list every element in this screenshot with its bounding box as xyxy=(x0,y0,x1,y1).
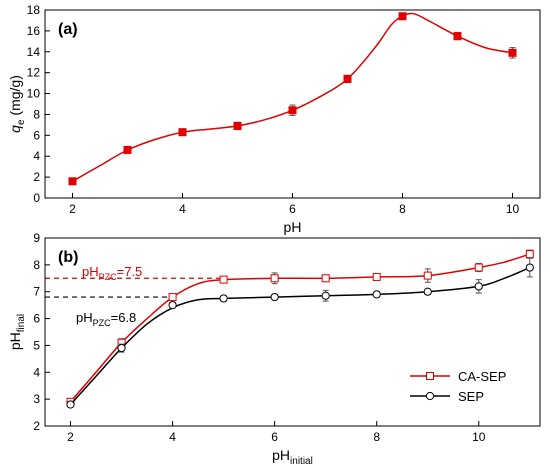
pzc-annotation-main: pH xyxy=(76,310,93,325)
panel-b-x-axis-label-main: pH xyxy=(272,447,290,463)
sep-series-point xyxy=(219,294,228,303)
panel-b-series xyxy=(66,249,534,409)
panel-a-series-point xyxy=(508,48,517,57)
sep-series-point xyxy=(117,344,126,353)
sep-series-point xyxy=(168,301,177,310)
ca-sep-series-point xyxy=(219,275,228,284)
panel-a-series-point xyxy=(233,121,242,130)
panel-b-y-tick-label: 8 xyxy=(33,258,40,272)
sep-series-point xyxy=(372,290,381,299)
panel-a-series-point xyxy=(453,32,462,41)
legend-marker xyxy=(426,372,434,380)
panel-b-legend: CA-SEP SEP xyxy=(410,369,506,404)
panel-b-y-tick-label: 3 xyxy=(33,392,40,406)
panel-a-ticks: 2 4 6 8 10 0 2 4 6 8 10 12 14 16 18 xyxy=(27,3,520,216)
panel-a-y-axis-label: qe (mg/g) xyxy=(7,75,27,133)
panel-a-y-tick-label: 10 xyxy=(27,87,41,101)
panel-a-series-point xyxy=(288,106,297,115)
panel-a-frame xyxy=(44,9,541,199)
pzc-annotation-value: =7.5 xyxy=(117,264,143,279)
panel-a: 2 4 6 8 10 0 2 4 6 8 10 12 14 16 18 (a) pH qe (mg/g) xyxy=(7,3,541,235)
panel-b-y-tick-label: 2 xyxy=(33,419,40,433)
panel-a-x-tick-label: 2 xyxy=(69,202,76,216)
pzc-annotation-main: pH xyxy=(82,264,99,279)
panel-b-label: (b) xyxy=(58,249,78,266)
ca-sep-series-point xyxy=(474,263,483,272)
panel-b-y-axis-label-sub: final xyxy=(16,314,27,332)
panel-b-x-tick-label: 10 xyxy=(472,430,486,444)
panel-b-x-tick-label: 4 xyxy=(169,430,176,444)
panel-a-y-tick-label: 14 xyxy=(27,45,41,59)
sep-series-point xyxy=(321,291,330,300)
ca-sep-series-point xyxy=(168,293,177,302)
panel-a-series-point xyxy=(123,145,132,154)
panel-a-y-tick-label: 16 xyxy=(27,24,41,38)
legend-label: CA-SEP xyxy=(458,369,506,384)
ca-sep-series-point xyxy=(372,272,381,281)
panel-b-frame xyxy=(44,237,541,427)
sep-series-point xyxy=(423,287,432,296)
panel-b-y-axis-label-main: pH xyxy=(7,332,23,350)
panel-a-series xyxy=(68,12,517,186)
panel-a-y-tick-label: 18 xyxy=(27,3,41,17)
sep-series-point xyxy=(66,400,75,409)
panel-a-series-point xyxy=(343,74,352,83)
panel-a-x-tick-label: 10 xyxy=(506,202,520,216)
pzc-annotation-value: =6.8 xyxy=(111,310,137,325)
pzc-annotation: pHPZC=6.8 xyxy=(76,310,136,328)
panel-a-y-axis-label-main: q xyxy=(7,125,23,133)
panel-a-y-axis-label-sub: e xyxy=(16,119,27,125)
panel-b-x-tick-label: 2 xyxy=(67,430,74,444)
panel-b-x-tick-label: 8 xyxy=(373,430,380,444)
ca-sep-series-point xyxy=(423,271,432,280)
sep-series-point xyxy=(270,292,279,302)
panel-b-x-axis-label-sub: initial xyxy=(290,456,313,467)
panel-a-series-point xyxy=(398,12,407,21)
panel-a-y-tick-label: 0 xyxy=(33,191,40,205)
panel-b-y-tick-label: 9 xyxy=(33,231,40,245)
panel-a-y-tick-label: 2 xyxy=(33,170,40,184)
panel-b-x-axis-label: pHinitial xyxy=(272,447,313,467)
pzc-annotation-sub: PZC xyxy=(99,272,118,282)
panel-a-y-tick-label: 8 xyxy=(33,107,40,121)
panel-a-series-point xyxy=(68,177,77,186)
panel-a-y-axis-label-unit: (mg/g) xyxy=(7,75,23,119)
panel-b-y-tick-label: 5 xyxy=(33,338,40,352)
panel-a-x-tick-label: 8 xyxy=(399,202,406,216)
panel-b-y-tick-label: 6 xyxy=(33,312,40,326)
ca-sep-series-point xyxy=(321,274,330,283)
ca-sep-series-point xyxy=(525,250,534,259)
panel-b-ticks: 2 4 6 8 10 2 3 4 5 6 7 8 9 xyxy=(33,231,485,444)
panel-a-x-tick-label: 6 xyxy=(289,202,296,216)
sep-series-point xyxy=(474,282,483,291)
legend-label: SEP xyxy=(458,389,484,404)
panel-a-series-line xyxy=(72,12,513,182)
pzc-annotation: pHPZC=7.5 xyxy=(82,264,142,282)
panel-a-series-point xyxy=(178,128,187,137)
panel-a-x-axis-label: pH xyxy=(284,219,302,235)
panel-a-label: (a) xyxy=(58,21,78,38)
pzc-annotation-sub: PZC xyxy=(93,318,112,328)
panel-a-x-tick-label: 4 xyxy=(179,202,186,216)
panel-b-y-tick-label: 4 xyxy=(33,365,40,379)
ca-sep-series-point xyxy=(270,274,279,283)
panel-a-y-tick-label: 6 xyxy=(33,128,40,142)
sep-series-point xyxy=(525,263,534,272)
panel-b-x-tick-label: 6 xyxy=(271,430,278,444)
panel-b-y-tick-label: 7 xyxy=(33,285,40,299)
panel-a-y-tick-label: 12 xyxy=(27,66,41,80)
legend-marker xyxy=(425,391,435,401)
panel-a-y-tick-label: 4 xyxy=(33,149,40,163)
panel-b-y-axis-label: pHfinal xyxy=(7,314,27,350)
